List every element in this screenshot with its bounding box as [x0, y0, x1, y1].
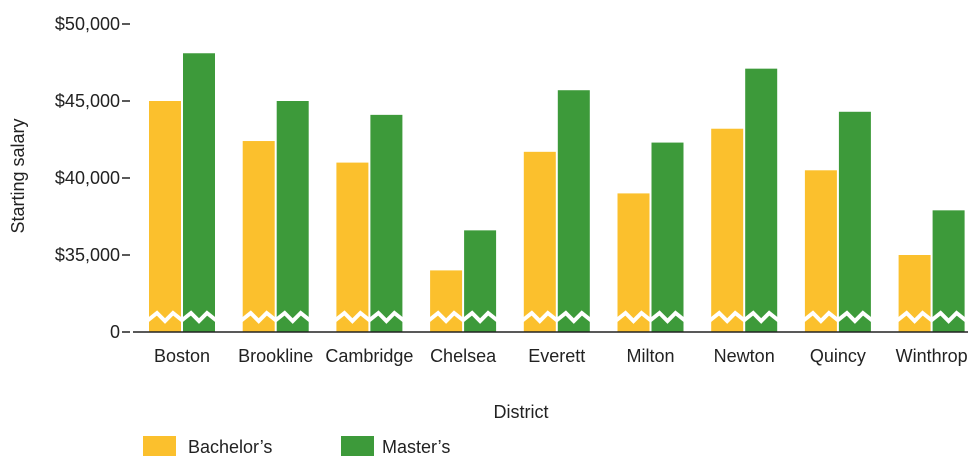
x-category-label: Milton	[626, 346, 674, 366]
bar-bachelors	[617, 193, 650, 332]
y-ticks: 0 $35,000 $40,000 $45,000 $50,000	[55, 14, 130, 342]
x-category-label: Boston	[154, 346, 210, 366]
bar-masters	[932, 210, 965, 332]
legend-swatch-bachelors	[143, 436, 176, 456]
x-axis-title: District	[494, 402, 549, 422]
axis-break-mark	[179, 310, 219, 324]
y-tick-label: 0	[110, 322, 120, 342]
y-tick-label: $35,000	[55, 245, 120, 265]
bar-masters	[557, 90, 590, 332]
bar-bachelors	[242, 141, 275, 332]
axis-break-mark	[333, 310, 372, 324]
bar-bachelors	[523, 151, 556, 332]
axis-break-mark	[741, 310, 781, 324]
axis-break-mark	[554, 310, 594, 324]
axis-break-mark	[520, 310, 560, 324]
bar-bachelors	[711, 128, 744, 332]
axis-break-mark	[273, 310, 312, 324]
x-category-label: Cambridge	[325, 346, 413, 366]
axis-break-mark	[460, 310, 500, 324]
axis-break-mark	[145, 310, 185, 324]
bar-bachelors	[336, 162, 369, 332]
bar-masters	[276, 101, 309, 332]
axis-break-mark	[426, 310, 466, 324]
legend-label-masters: Master’s	[382, 437, 450, 457]
bar-masters	[745, 68, 778, 332]
bars-layer	[145, 53, 968, 332]
y-tick-label: $45,000	[55, 91, 120, 111]
bar-masters	[838, 111, 871, 332]
legend-swatch-masters	[341, 436, 374, 456]
x-category-label: Quincy	[810, 346, 866, 366]
x-category-label: Everett	[528, 346, 585, 366]
x-category-label: Chelsea	[430, 346, 497, 366]
axis-break-mark	[929, 310, 968, 324]
axis-break-mark	[239, 310, 278, 324]
axis-break-mark	[801, 310, 841, 324]
y-tick-label: $40,000	[55, 168, 120, 188]
axis-break-mark	[614, 310, 653, 324]
y-tick-label: $50,000	[55, 14, 120, 34]
x-category-label: Brookline	[238, 346, 313, 366]
axis-break-mark	[367, 310, 406, 324]
legend-label-bachelors: Bachelor’s	[188, 437, 272, 457]
bar-masters	[183, 53, 215, 332]
x-category-label: Winthrop	[896, 346, 968, 366]
bar-bachelors	[804, 170, 837, 332]
bar-bachelors	[149, 101, 181, 332]
y-axis-title: Starting salary	[8, 118, 28, 233]
bar-masters	[651, 142, 684, 332]
axis-break-mark	[835, 310, 875, 324]
axis-break-mark	[707, 310, 747, 324]
axis-break-mark	[648, 310, 687, 324]
axis-break-mark	[895, 310, 934, 324]
legend: Bachelor’s Master’s	[143, 436, 450, 457]
x-categories: Boston Brookline Cambridge Chelsea Everett Mi…	[154, 346, 968, 366]
bar-masters	[370, 114, 403, 332]
x-category-label: Newton	[714, 346, 775, 366]
